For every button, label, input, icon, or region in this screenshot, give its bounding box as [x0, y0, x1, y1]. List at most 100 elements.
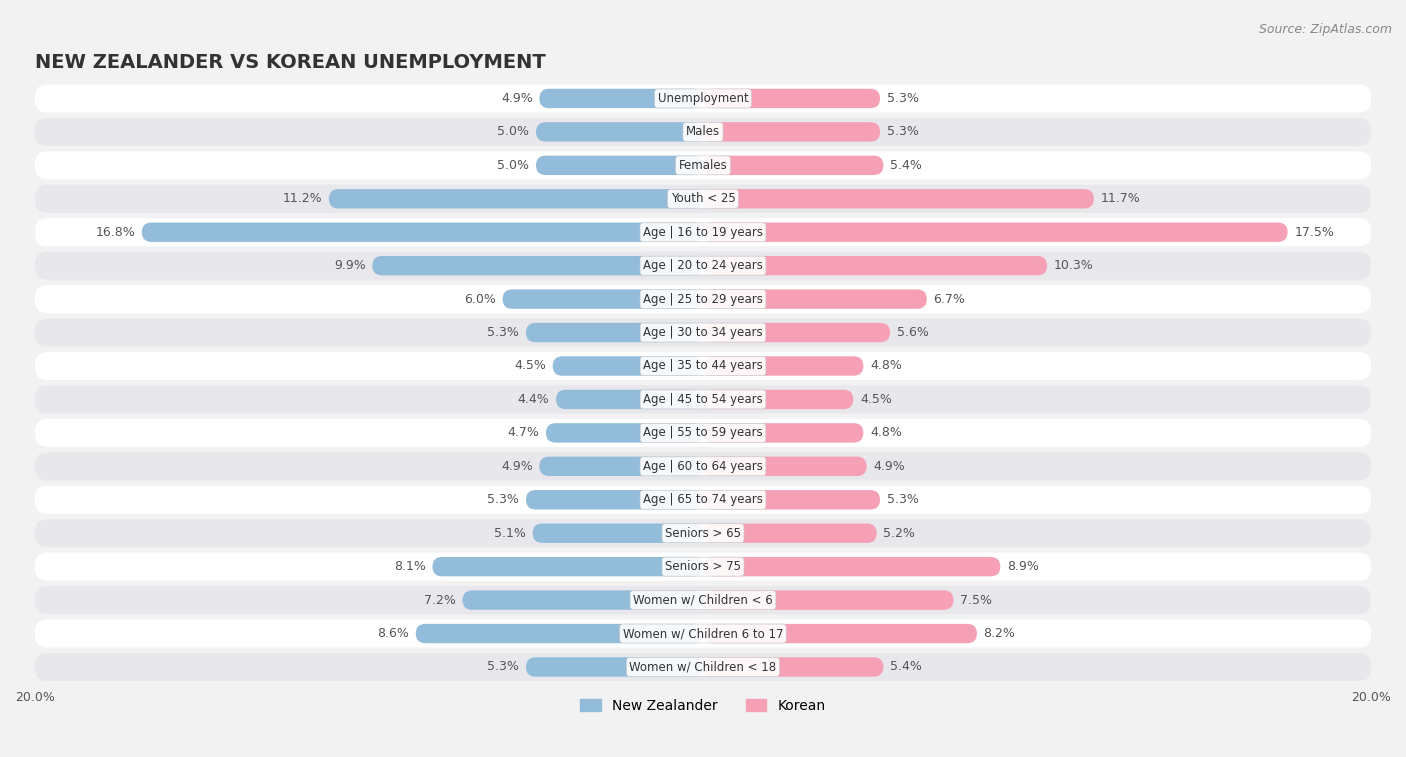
Text: Age | 25 to 29 years: Age | 25 to 29 years — [643, 293, 763, 306]
FancyBboxPatch shape — [329, 189, 703, 208]
Text: 10.3%: 10.3% — [1053, 259, 1094, 273]
Text: Women w/ Children 6 to 17: Women w/ Children 6 to 17 — [623, 627, 783, 640]
Text: 5.1%: 5.1% — [494, 527, 526, 540]
FancyBboxPatch shape — [703, 256, 1047, 276]
Text: Males: Males — [686, 126, 720, 139]
FancyBboxPatch shape — [703, 657, 883, 677]
FancyBboxPatch shape — [553, 357, 703, 375]
FancyBboxPatch shape — [533, 524, 703, 543]
FancyBboxPatch shape — [536, 156, 703, 175]
Text: Age | 60 to 64 years: Age | 60 to 64 years — [643, 459, 763, 473]
FancyBboxPatch shape — [35, 285, 1371, 313]
FancyBboxPatch shape — [433, 557, 703, 576]
Text: 7.2%: 7.2% — [425, 593, 456, 606]
Text: 16.8%: 16.8% — [96, 226, 135, 238]
Text: 5.3%: 5.3% — [488, 660, 519, 674]
Text: 5.6%: 5.6% — [897, 326, 928, 339]
Text: Source: ZipAtlas.com: Source: ZipAtlas.com — [1258, 23, 1392, 36]
FancyBboxPatch shape — [35, 553, 1371, 581]
Text: 8.6%: 8.6% — [377, 627, 409, 640]
Text: Women w/ Children < 18: Women w/ Children < 18 — [630, 660, 776, 674]
Text: Seniors > 75: Seniors > 75 — [665, 560, 741, 573]
Legend: New Zealander, Korean: New Zealander, Korean — [581, 699, 825, 713]
FancyBboxPatch shape — [703, 122, 880, 142]
FancyBboxPatch shape — [703, 590, 953, 610]
FancyBboxPatch shape — [540, 89, 703, 108]
FancyBboxPatch shape — [35, 218, 1371, 246]
FancyBboxPatch shape — [703, 490, 880, 509]
Text: 6.7%: 6.7% — [934, 293, 966, 306]
Text: 4.8%: 4.8% — [870, 360, 901, 372]
FancyBboxPatch shape — [35, 519, 1371, 547]
FancyBboxPatch shape — [502, 289, 703, 309]
FancyBboxPatch shape — [703, 223, 1288, 242]
FancyBboxPatch shape — [703, 156, 883, 175]
FancyBboxPatch shape — [373, 256, 703, 276]
Text: 4.5%: 4.5% — [515, 360, 546, 372]
FancyBboxPatch shape — [35, 385, 1371, 413]
Text: 5.2%: 5.2% — [883, 527, 915, 540]
Text: 11.7%: 11.7% — [1101, 192, 1140, 205]
FancyBboxPatch shape — [35, 185, 1371, 213]
Text: 8.1%: 8.1% — [394, 560, 426, 573]
Text: 17.5%: 17.5% — [1295, 226, 1334, 238]
Text: 8.9%: 8.9% — [1007, 560, 1039, 573]
FancyBboxPatch shape — [703, 357, 863, 375]
FancyBboxPatch shape — [536, 122, 703, 142]
FancyBboxPatch shape — [703, 524, 877, 543]
Text: Seniors > 65: Seniors > 65 — [665, 527, 741, 540]
FancyBboxPatch shape — [703, 322, 890, 342]
FancyBboxPatch shape — [703, 289, 927, 309]
FancyBboxPatch shape — [35, 452, 1371, 481]
Text: Age | 55 to 59 years: Age | 55 to 59 years — [643, 426, 763, 439]
Text: NEW ZEALANDER VS KOREAN UNEMPLOYMENT: NEW ZEALANDER VS KOREAN UNEMPLOYMENT — [35, 53, 546, 72]
Text: 6.0%: 6.0% — [464, 293, 496, 306]
Text: Age | 20 to 24 years: Age | 20 to 24 years — [643, 259, 763, 273]
FancyBboxPatch shape — [703, 624, 977, 643]
Text: 5.0%: 5.0% — [498, 159, 529, 172]
Text: 5.4%: 5.4% — [890, 660, 922, 674]
Text: 4.9%: 4.9% — [873, 459, 905, 473]
FancyBboxPatch shape — [35, 619, 1371, 647]
FancyBboxPatch shape — [526, 322, 703, 342]
Text: 5.3%: 5.3% — [887, 126, 918, 139]
Text: 7.5%: 7.5% — [960, 593, 993, 606]
Text: 4.9%: 4.9% — [501, 92, 533, 105]
Text: Women w/ Children < 6: Women w/ Children < 6 — [633, 593, 773, 606]
Text: 4.4%: 4.4% — [517, 393, 550, 406]
FancyBboxPatch shape — [463, 590, 703, 610]
Text: 5.3%: 5.3% — [488, 326, 519, 339]
FancyBboxPatch shape — [526, 490, 703, 509]
FancyBboxPatch shape — [35, 85, 1371, 113]
Text: 4.7%: 4.7% — [508, 426, 540, 439]
FancyBboxPatch shape — [35, 151, 1371, 179]
FancyBboxPatch shape — [35, 586, 1371, 614]
Text: 5.3%: 5.3% — [887, 92, 918, 105]
FancyBboxPatch shape — [703, 89, 880, 108]
Text: Unemployment: Unemployment — [658, 92, 748, 105]
FancyBboxPatch shape — [35, 419, 1371, 447]
FancyBboxPatch shape — [35, 319, 1371, 347]
FancyBboxPatch shape — [526, 657, 703, 677]
Text: Youth < 25: Youth < 25 — [671, 192, 735, 205]
FancyBboxPatch shape — [142, 223, 703, 242]
FancyBboxPatch shape — [35, 251, 1371, 280]
FancyBboxPatch shape — [546, 423, 703, 443]
Text: Age | 45 to 54 years: Age | 45 to 54 years — [643, 393, 763, 406]
FancyBboxPatch shape — [35, 118, 1371, 146]
Text: 8.2%: 8.2% — [984, 627, 1015, 640]
Text: 9.9%: 9.9% — [333, 259, 366, 273]
Text: Age | 35 to 44 years: Age | 35 to 44 years — [643, 360, 763, 372]
FancyBboxPatch shape — [703, 390, 853, 409]
FancyBboxPatch shape — [703, 557, 1000, 576]
Text: 4.8%: 4.8% — [870, 426, 901, 439]
FancyBboxPatch shape — [555, 390, 703, 409]
FancyBboxPatch shape — [35, 653, 1371, 681]
Text: 4.5%: 4.5% — [860, 393, 891, 406]
Text: Age | 16 to 19 years: Age | 16 to 19 years — [643, 226, 763, 238]
FancyBboxPatch shape — [703, 189, 1094, 208]
FancyBboxPatch shape — [540, 456, 703, 476]
Text: 5.4%: 5.4% — [890, 159, 922, 172]
Text: 5.3%: 5.3% — [488, 494, 519, 506]
Text: 5.3%: 5.3% — [887, 494, 918, 506]
